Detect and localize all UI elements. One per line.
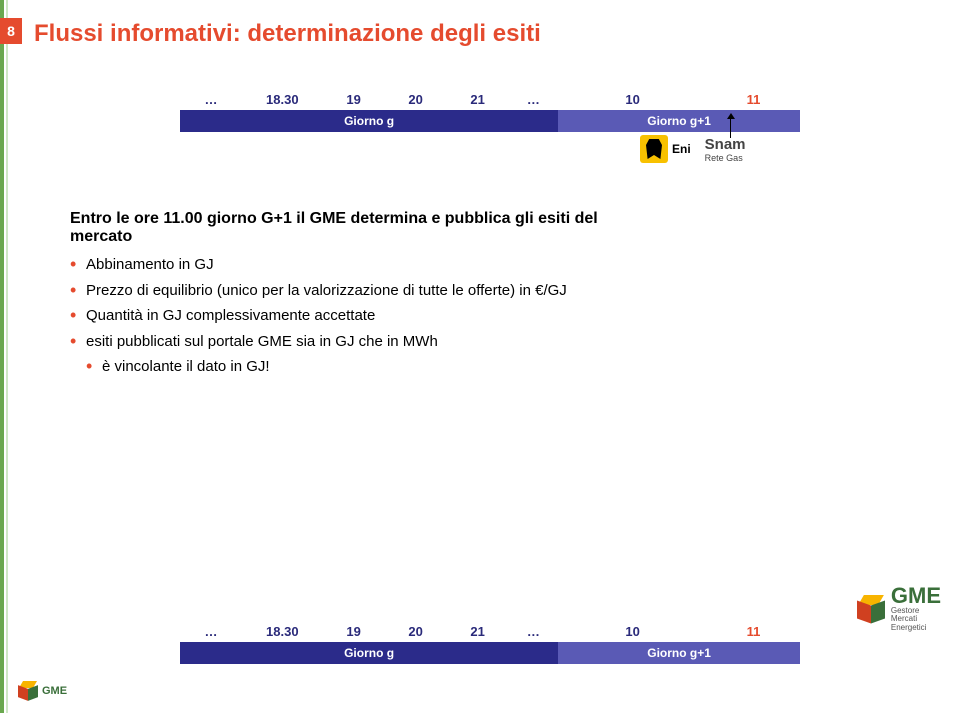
eni-logo: Eni (640, 135, 691, 163)
timeline-hour-cell: 21 (447, 620, 509, 642)
content-bullet: Abbinamento in GJ (70, 252, 630, 278)
eni-dog-icon (640, 135, 668, 163)
timeline-bottom: …18.30192021…1011 Giorno gGiorno g+1 (180, 620, 800, 664)
timeline-hour-cell: 11 (707, 620, 800, 642)
content-bullet: esiti pubblicati sul portale GME sia in … (70, 329, 630, 355)
gme-cube-icon (18, 681, 38, 701)
timeline-hour-cell: 18.30 (242, 620, 323, 642)
gme-logo-bottom-right: GME Gestore Mercati Energetici (857, 585, 941, 633)
timeline-hour-cell: 20 (385, 620, 447, 642)
page-title: Flussi informativi: determinazione degli… (34, 20, 541, 48)
page-number-box: 8 (0, 18, 22, 44)
timeline-top: …18.30192021…1011 Giorno gGiorno g+1 (180, 88, 800, 132)
timeline-bar-segment: Giorno g (180, 110, 558, 132)
timeline-hour-cell: … (509, 620, 559, 642)
timeline-bar-segment: Giorno g+1 (558, 642, 800, 664)
timeline-bar-segment: Giorno g (180, 642, 558, 664)
content-heading: Entro le ore 11.00 giorno G+1 il GME det… (70, 210, 630, 246)
timeline-hour-cell: 21 (447, 88, 509, 110)
content-bullets: Abbinamento in GJPrezzo di equilibrio (u… (70, 252, 630, 380)
content-bullet: Prezzo di equilibrio (unico per la valor… (70, 278, 630, 304)
content-bullet-nested: è vincolante il dato in GJ! (70, 354, 630, 380)
gme-logo-bottom-left: GME (18, 681, 67, 701)
timeline-hour-cell: 10 (558, 620, 707, 642)
timeline-hour-cell: 20 (385, 88, 447, 110)
page-left-stripe-light (6, 0, 8, 713)
content-bullet: Quantità in GJ complessivamente accettat… (70, 303, 630, 329)
gme-logo-small-text: GME (42, 685, 67, 697)
timeline-hour-cell: … (180, 620, 242, 642)
content-block: Entro le ore 11.00 giorno G+1 il GME det… (70, 210, 630, 380)
logos-top: Eni Snam Rete Gas (640, 135, 746, 163)
timeline-hour-cell: 11 (707, 88, 800, 110)
page-left-stripe (0, 0, 4, 713)
gme-logo-sub3: Energetici (891, 624, 941, 633)
snam-logo-sub: Rete Gas (705, 153, 746, 163)
timeline-hour-cell: … (509, 88, 559, 110)
snam-logo-text: Snam (705, 136, 746, 153)
gme-cube-icon (857, 595, 885, 623)
eni-logo-text: Eni (672, 142, 691, 156)
timeline-bar-segment: Giorno g+1 (558, 110, 800, 132)
gme-logo-text: GME (891, 585, 941, 607)
timeline-hour-cell: 19 (323, 88, 385, 110)
snam-logo: Snam Rete Gas (705, 136, 746, 163)
timeline-hour-cell: 10 (558, 88, 707, 110)
timeline-hour-cell: … (180, 88, 242, 110)
timeline-hour-cell: 19 (323, 620, 385, 642)
timeline-hour-cell: 18.30 (242, 88, 323, 110)
